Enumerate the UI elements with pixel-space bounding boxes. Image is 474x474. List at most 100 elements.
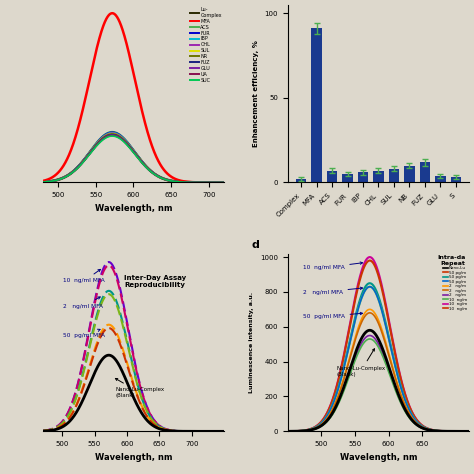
Lu-
Complex	[72, 167, 78, 173]
Text: Intra-da
Repeat: Intra-da Repeat	[438, 255, 465, 266]
FUZ	[109, 132, 115, 137]
FUR	[109, 129, 115, 135]
NR	[161, 176, 167, 182]
ACS	[161, 176, 167, 182]
X-axis label: Wavelength, nm: Wavelength, nm	[340, 453, 417, 462]
SUL	[40, 179, 46, 185]
NR	[40, 179, 46, 185]
ACS	[86, 149, 92, 155]
FUZ	[40, 179, 46, 185]
SUL	[161, 176, 167, 182]
MFA	[122, 36, 128, 41]
GLU	[221, 180, 227, 185]
MFA	[40, 178, 46, 184]
GLU	[122, 139, 128, 145]
CHL	[86, 150, 92, 155]
Text: 2   ng/ml MFA: 2 ng/ml MFA	[302, 287, 363, 294]
UA	[147, 168, 153, 173]
Lu-
Complex	[161, 176, 167, 182]
MFA	[177, 178, 182, 183]
FUZ	[161, 176, 167, 182]
IBP	[177, 179, 182, 185]
SUC	[40, 179, 46, 185]
ACS	[147, 167, 153, 173]
FUZ	[221, 180, 227, 185]
UA	[109, 133, 115, 138]
Line: SUC: SUC	[43, 136, 224, 182]
CHL	[147, 167, 153, 173]
CHL	[122, 137, 128, 143]
FUZ	[86, 151, 92, 156]
Line: CHL: CHL	[43, 133, 224, 182]
FUZ	[122, 139, 128, 145]
X-axis label: Wavelength, nm: Wavelength, nm	[95, 204, 172, 213]
Bar	[389, 169, 399, 182]
Lu-
Complex	[221, 180, 227, 185]
Line: IBP: IBP	[43, 133, 224, 182]
GLU	[86, 151, 92, 157]
SUC	[72, 168, 78, 173]
Bar	[436, 176, 446, 182]
Y-axis label: Enhancement efficiency, %: Enhancement efficiency, %	[253, 40, 259, 147]
Line: ACS: ACS	[43, 132, 224, 182]
Lu-
Complex	[177, 179, 182, 185]
UA	[161, 176, 167, 182]
SUL	[221, 180, 227, 185]
Line: NR: NR	[43, 134, 224, 182]
GLU	[147, 168, 153, 173]
Lu-
Complex	[86, 151, 92, 156]
Text: 50  pg/ml MFA: 50 pg/ml MFA	[64, 329, 105, 338]
FUR	[161, 176, 167, 182]
Lu-
Complex	[109, 131, 115, 137]
Bar	[420, 162, 430, 182]
Lu-
Complex	[40, 179, 46, 185]
GLU	[72, 167, 78, 173]
FUZ	[177, 179, 182, 185]
SUL	[122, 138, 128, 144]
MFA	[147, 137, 153, 143]
UA	[122, 140, 128, 146]
UA	[72, 168, 78, 173]
SUC	[221, 180, 227, 185]
FUR	[177, 179, 182, 185]
NR	[109, 131, 115, 137]
ACS	[177, 179, 182, 185]
SUC	[109, 133, 115, 139]
UA	[86, 152, 92, 157]
FUZ	[72, 167, 78, 173]
Bar	[374, 171, 383, 182]
MFA	[109, 10, 115, 16]
Text: 10  ng/ml MFA: 10 ng/ml MFA	[302, 262, 363, 270]
IBP	[109, 130, 115, 136]
FUR	[221, 180, 227, 185]
Line: FUR: FUR	[43, 132, 224, 182]
FUR	[147, 167, 153, 173]
IBP	[72, 167, 78, 173]
Line: FUZ: FUZ	[43, 135, 224, 182]
SUC	[122, 140, 128, 146]
Bar	[404, 165, 415, 182]
X-axis label: Wavelength, nm: Wavelength, nm	[95, 453, 172, 462]
Bar	[343, 174, 353, 182]
GLU	[40, 179, 46, 185]
NR	[177, 179, 182, 185]
Legend: Lu-
Complex, MFA, ACS, FUR, IBP, CHL, SUL, NR, FUZ, GLU, UA, SUC: Lu- Complex, MFA, ACS, FUR, IBP, CHL, SU…	[190, 7, 222, 82]
ACS	[122, 137, 128, 142]
CHL	[72, 167, 78, 173]
NR	[72, 167, 78, 173]
FUR	[40, 179, 46, 185]
GLU	[177, 179, 182, 185]
FUR	[86, 149, 92, 155]
SUL	[109, 131, 115, 137]
UA	[177, 179, 182, 185]
FUR	[72, 167, 78, 173]
Text: Nano-Lu-Complex
(Blank): Nano-Lu-Complex (Blank)	[336, 349, 385, 377]
IBP	[122, 137, 128, 143]
MFA	[161, 167, 167, 173]
Bar	[327, 171, 337, 182]
Text: b: b	[248, 0, 255, 1]
NR	[147, 167, 153, 173]
Text: 50  pg/ml MFA: 50 pg/ml MFA	[302, 312, 363, 319]
UA	[40, 179, 46, 185]
CHL	[161, 176, 167, 182]
